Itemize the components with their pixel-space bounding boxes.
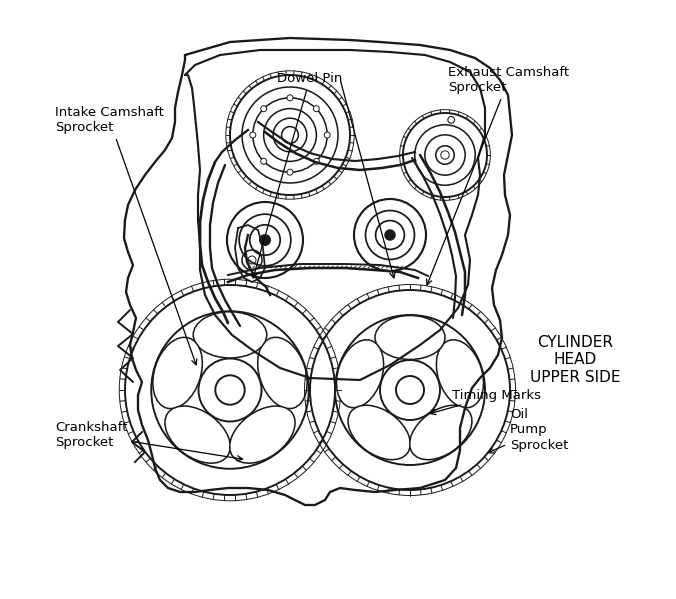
Text: Timing Marks: Timing Marks: [431, 389, 541, 415]
Circle shape: [287, 169, 293, 175]
Ellipse shape: [437, 340, 483, 408]
Circle shape: [441, 151, 449, 159]
Circle shape: [448, 116, 454, 123]
Circle shape: [260, 235, 270, 246]
Circle shape: [313, 105, 319, 111]
Ellipse shape: [375, 316, 445, 359]
Circle shape: [396, 376, 424, 404]
Text: Oil
Pump
Sprocket: Oil Pump Sprocket: [488, 409, 569, 453]
Text: Intake Camshaft
Sprocket: Intake Camshaft Sprocket: [55, 106, 197, 365]
Circle shape: [261, 158, 267, 164]
Ellipse shape: [258, 337, 307, 409]
Circle shape: [287, 95, 293, 101]
Circle shape: [313, 158, 319, 164]
Text: Crankshaft
Sprocket: Crankshaft Sprocket: [55, 421, 243, 461]
Ellipse shape: [348, 406, 410, 459]
Ellipse shape: [165, 406, 231, 463]
Ellipse shape: [337, 340, 383, 408]
Ellipse shape: [153, 337, 202, 409]
Text: CYLINDER
HEAD
UPPER SIDE: CYLINDER HEAD UPPER SIDE: [530, 335, 621, 385]
Circle shape: [282, 126, 298, 143]
Text: Exhaust Camshaft
Sprocket: Exhaust Camshaft Sprocket: [427, 66, 569, 285]
Circle shape: [250, 132, 256, 138]
Circle shape: [385, 230, 395, 240]
Ellipse shape: [193, 311, 267, 358]
Circle shape: [261, 105, 267, 111]
Circle shape: [324, 132, 330, 138]
Text: Dowel Pin: Dowel Pin: [252, 72, 343, 278]
Ellipse shape: [230, 406, 295, 463]
Circle shape: [215, 376, 245, 405]
Ellipse shape: [410, 406, 472, 459]
